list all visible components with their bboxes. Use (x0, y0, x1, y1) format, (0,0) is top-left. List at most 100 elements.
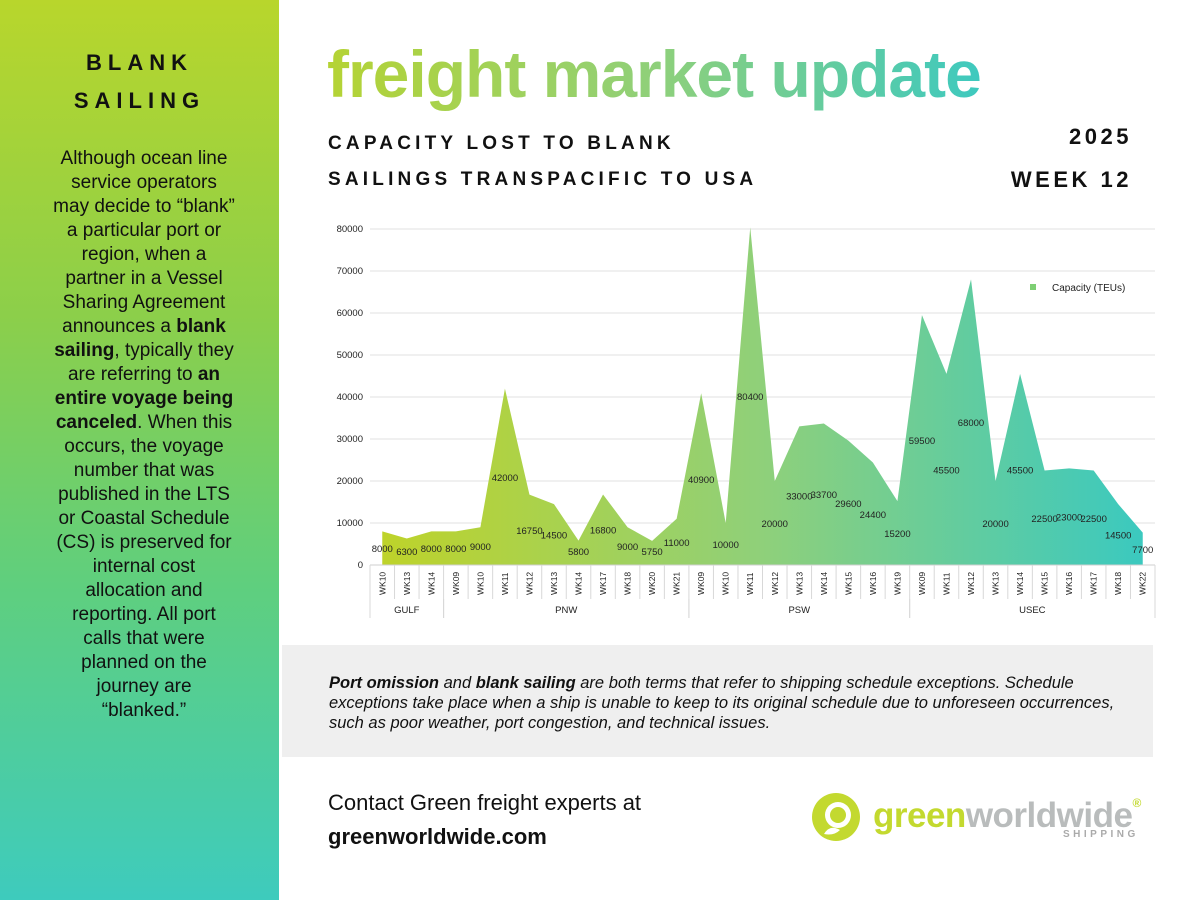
y-tick-label: 50000 (337, 350, 363, 361)
x-tick-label: WK10 (377, 572, 387, 595)
contact-url[interactable]: greenworldwide.com (328, 824, 547, 849)
sidebar-body-text: Although ocean line service operators ma… (52, 147, 236, 723)
sidebar-text-part-4: . When this occurs, the voyage number th… (56, 412, 233, 721)
data-label: 5800 (568, 547, 589, 558)
data-label: 45500 (1007, 465, 1033, 476)
x-tick-label: WK13 (794, 572, 804, 595)
logo-wordmark: greenworldwide® (873, 796, 1141, 836)
sidebar-title-line2: SAILING (73, 88, 206, 113)
x-tick-label: WK21 (672, 572, 682, 595)
logo-registered: ® (1132, 796, 1141, 810)
x-tick-label: WK16 (868, 572, 878, 595)
note-text-part-0: Port omission (329, 674, 440, 692)
contact-line: Contact Green freight experts at (328, 790, 642, 815)
y-tick-label: 80000 (337, 224, 363, 235)
x-tick-label: WK18 (623, 572, 633, 595)
week-label: WEEK 12 (1010, 167, 1132, 192)
data-label: 16800 (590, 526, 616, 537)
data-label: 10000 (712, 540, 738, 551)
chart-subtitle-line1: CAPACITY LOST TO BLANK (328, 133, 675, 154)
data-label: 14500 (1105, 531, 1131, 542)
note-box: Port omission and blank sailing are both… (282, 645, 1153, 757)
data-label: 11000 (664, 538, 690, 549)
data-label: 33000 (786, 492, 812, 503)
x-tick-label: WK10 (721, 572, 731, 595)
logo-green: green (873, 796, 966, 835)
group-label: PSW (788, 605, 810, 616)
x-tick-label: WK22 (1138, 572, 1148, 595)
group-label: GULF (394, 605, 420, 616)
x-tick-label: WK09 (917, 572, 927, 595)
x-tick-label: WK14 (819, 572, 829, 595)
data-label: 23000 (1056, 513, 1082, 524)
y-tick-label: 10000 (337, 518, 363, 529)
data-label: 20000 (762, 519, 788, 530)
sidebar-text-part-1: blank sailing (54, 316, 226, 361)
group-label: PNW (555, 605, 577, 616)
data-label: 5750 (642, 547, 663, 558)
note-text-part-2: blank sailing (475, 674, 576, 692)
data-label: 42000 (492, 473, 518, 484)
data-label: 8000 (445, 544, 466, 555)
logo-worldwide: worldwide (965, 796, 1133, 835)
x-tick-label: WK09 (696, 572, 706, 595)
logo-subtitle: SHIPPING (1063, 829, 1139, 840)
x-tick-label: WK20 (647, 572, 657, 595)
x-tick-label: WK12 (770, 572, 780, 595)
sidebar-text-part-3: an entire voyage being canceled (54, 364, 234, 433)
contact-block: Contact Green freight experts at greenwo… (328, 786, 641, 854)
data-label: 22500 (1080, 514, 1106, 525)
x-tick-label: WK12 (966, 572, 976, 595)
data-label: 16750 (516, 526, 542, 537)
year-label: 2025 (1069, 124, 1132, 149)
data-label: 15200 (884, 529, 910, 540)
data-label: 45500 (933, 465, 959, 476)
sidebar-text-part-2: , typically they are referring to (67, 340, 234, 385)
data-label: 9000 (617, 542, 638, 553)
x-tick-label: WK17 (598, 572, 608, 595)
y-tick-label: 70000 (337, 266, 363, 277)
x-tick-label: WK11 (500, 572, 510, 595)
y-tick-label: 20000 (337, 476, 363, 487)
x-tick-label: WK16 (1064, 572, 1074, 595)
data-label: 24400 (860, 510, 886, 521)
x-tick-label: WK14 (574, 572, 584, 595)
note-text-part-1: and (439, 674, 476, 692)
legend-swatch (1030, 284, 1036, 290)
data-label: 7700 (1132, 545, 1153, 556)
x-tick-label: WK13 (991, 572, 1001, 595)
data-label: 29600 (835, 499, 861, 510)
x-tick-label: WK09 (451, 572, 461, 595)
data-label: 6300 (396, 547, 417, 558)
data-label: 68000 (958, 418, 984, 429)
series-area (382, 227, 1143, 565)
data-label: 8000 (421, 544, 442, 555)
data-label: 33700 (811, 490, 837, 501)
x-tick-label: WK15 (843, 572, 853, 595)
sidebar-title-line1: BLANK (86, 50, 193, 75)
data-label: 20000 (982, 519, 1008, 530)
x-tick-label: WK13 (549, 572, 559, 595)
sidebar: BLANK SAILING Although ocean line servic… (0, 0, 279, 900)
data-label: 22500 (1031, 514, 1057, 525)
x-tick-label: WK15 (1040, 572, 1050, 595)
note-text: Port omission and blank sailing are both… (329, 673, 1119, 733)
page-title: freight market update (327, 34, 982, 114)
note-text-part-3: are both terms that refer to shipping sc… (329, 674, 1115, 732)
x-tick-label: WK19 (892, 572, 902, 595)
capacity-chart: 0 10000 20000 30000 40000 50000 60000 70000 8000… (337, 224, 1156, 618)
x-tick-label: WK11 (745, 572, 755, 595)
sidebar-title: BLANK SAILING (0, 44, 279, 120)
data-label: 14500 (541, 531, 567, 542)
x-tick-label: WK17 (1089, 572, 1099, 595)
y-tick-label: 60000 (337, 308, 363, 319)
legend-label: Capacity (TEUs) (1052, 283, 1125, 294)
data-label: 8000 (372, 544, 393, 555)
company-logo: greenworldwide® SHIPPING (810, 790, 1170, 846)
y-tick-label: 30000 (337, 434, 363, 445)
x-tick-label: WK12 (524, 572, 534, 595)
x-tick-label: WK13 (402, 572, 412, 595)
data-label: 40900 (688, 475, 714, 486)
y-tick-label: 0 (358, 560, 363, 571)
data-label: 9000 (470, 542, 491, 553)
